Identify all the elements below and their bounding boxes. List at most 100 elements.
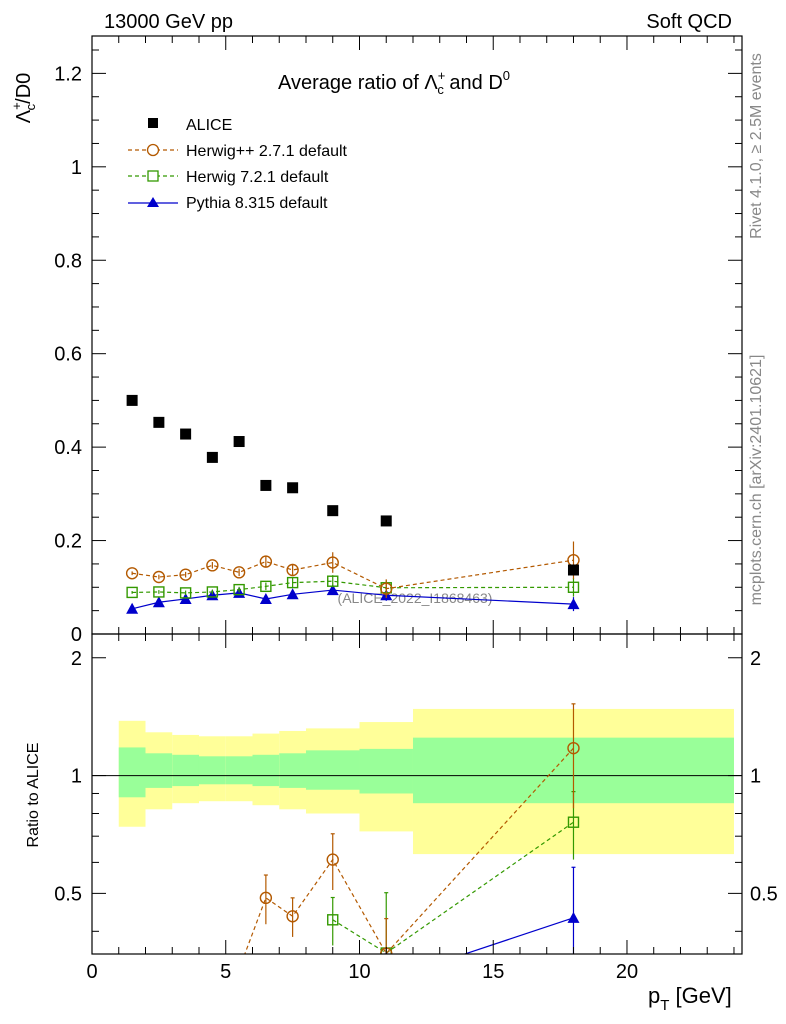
legend-alice-marker bbox=[148, 118, 158, 128]
ratio-series-group bbox=[234, 703, 580, 985]
lower-y-tick-label: 1 bbox=[71, 766, 82, 788]
inner-uncertainty-band bbox=[145, 753, 173, 788]
alice-data-point bbox=[567, 564, 579, 576]
pythia-data-point bbox=[152, 596, 165, 608]
pythia-data-point bbox=[126, 602, 139, 614]
upper-y-tick-label: 0 bbox=[71, 624, 82, 646]
x-tick-label: 0 bbox=[86, 961, 97, 983]
legend-entry-alice: ALICE bbox=[148, 117, 232, 134]
alice-data-point bbox=[206, 451, 218, 463]
inner-uncertainty-band bbox=[198, 756, 226, 785]
alice-data-point bbox=[287, 482, 299, 494]
herwig7-data-point bbox=[206, 586, 219, 598]
legend-herwigpp-label: Herwig++ 2.7.1 default bbox=[186, 143, 348, 160]
upper-y-tick-label: 0.6 bbox=[54, 344, 82, 366]
upper-y-tick-label: 0.2 bbox=[54, 531, 82, 553]
herwig7-data-point bbox=[260, 580, 272, 593]
herwig7-series-line bbox=[132, 580, 574, 594]
upper-y-tick-label: 0.8 bbox=[54, 250, 82, 272]
herwigpp-data-point bbox=[259, 555, 273, 568]
legend-herwigpp-marker bbox=[146, 143, 160, 157]
x-tick-label: 15 bbox=[482, 961, 504, 983]
herwigpp-ratio-point bbox=[259, 891, 273, 905]
inner-uncertainty-band bbox=[359, 748, 413, 794]
upper-y-tick-label: 0.4 bbox=[54, 437, 82, 459]
herwig7-data-point bbox=[567, 581, 580, 593]
herwigpp-data-point bbox=[232, 566, 246, 579]
alice-data-point bbox=[260, 479, 272, 491]
herwigpp-data-point bbox=[326, 556, 339, 569]
ratio-panel: 0.5 0.5 1 1 2 2 0 5 10 15 20 Ratio to ALICE pT [G… bbox=[25, 633, 778, 1014]
herwigpp-ratio-point bbox=[326, 853, 339, 866]
herwig7-ratio-point bbox=[567, 816, 580, 828]
process-label: Soft QCD bbox=[646, 11, 732, 33]
legend-alice-label: ALICE bbox=[186, 117, 232, 134]
uncertainty-bands bbox=[118, 708, 734, 855]
inner-uncertainty-band bbox=[279, 753, 306, 788]
pythia-ratio-point bbox=[380, 974, 392, 985]
x-tick-label: 10 bbox=[348, 961, 370, 983]
lower-frame bbox=[91, 633, 743, 955]
legend-entry-herwigpp: Herwig++ 2.7.1 default bbox=[128, 143, 348, 160]
inner-uncertainty-band bbox=[252, 754, 280, 787]
pythia-ratio-line bbox=[462, 917, 574, 954]
legend-herwig7-marker bbox=[147, 170, 159, 182]
lower-y-tick-label-right: 0.5 bbox=[750, 883, 778, 905]
upper-y-tick-labels: 0 0.2 0.4 0.6 0.8 1 1.2 bbox=[54, 63, 82, 646]
pythia-data-point bbox=[259, 592, 272, 604]
herwig7-data-point bbox=[179, 587, 192, 599]
herwigpp-ratio-line bbox=[244, 747, 574, 954]
upper-y-axis-label: Λ+c/D0 bbox=[9, 73, 38, 124]
lower-y-tick-label: 0.5 bbox=[54, 883, 82, 905]
lower-y-tick-label: 2 bbox=[71, 648, 82, 670]
alice-data-point bbox=[153, 416, 165, 428]
herwig7-data-point bbox=[327, 575, 339, 587]
x-tick-labels: 0 5 10 15 20 bbox=[86, 961, 638, 983]
lower-y-tick-labels: 0.5 0.5 1 1 2 2 bbox=[54, 648, 778, 906]
legend-pythia-label: Pythia 8.315 default bbox=[186, 195, 328, 212]
herwig7-data-point bbox=[286, 576, 299, 589]
herwigpp-data-point bbox=[286, 563, 299, 577]
herwig7-ratio-point bbox=[327, 914, 339, 926]
inner-uncertainty-band bbox=[118, 747, 146, 798]
pythia-data-point bbox=[326, 584, 339, 596]
lower-axis-ticks bbox=[91, 634, 742, 954]
mcplots-reference-label: mcplots.cern.ch [arXiv:2401.10621] bbox=[748, 355, 765, 606]
herwigpp-data-point bbox=[125, 567, 139, 580]
alice-data-point bbox=[126, 394, 138, 406]
collision-label: 13000 GeV pp bbox=[104, 11, 233, 33]
herwigpp-data-point bbox=[206, 559, 219, 572]
herwig7-data-point bbox=[233, 583, 245, 596]
alice-data-point bbox=[327, 505, 339, 517]
upper-y-tick-label: 1 bbox=[71, 157, 82, 179]
legend-entry-pythia: Pythia 8.315 default bbox=[128, 195, 328, 212]
alice-data-point bbox=[180, 428, 192, 440]
legend: ALICE Herwig++ 2.7.1 default Herwig 7.2.… bbox=[128, 117, 348, 212]
herwigpp-ratio-point bbox=[567, 741, 580, 755]
lower-y-tick-label-right: 1 bbox=[750, 766, 761, 788]
inner-uncertainty-band bbox=[172, 754, 199, 787]
herwigpp-data-point bbox=[380, 582, 393, 595]
legend-pythia-marker bbox=[147, 197, 159, 207]
x-axis-label: pT [GeV] bbox=[648, 983, 732, 1014]
inner-uncertainty-band bbox=[225, 756, 253, 785]
main-panel: 00.20.40.60.811.2 (ALICE_2022_I1868463) … bbox=[9, 35, 743, 646]
herwigpp-ratio-point bbox=[234, 964, 245, 975]
herwig7-data-point bbox=[153, 586, 165, 598]
x-tick-label: 5 bbox=[220, 961, 231, 983]
legend-herwig7-label: Herwig 7.2.1 default bbox=[186, 169, 329, 186]
rivet-version-label: Rivet 4.1.0, ≥ 2.5M events bbox=[748, 53, 765, 239]
pythia-data-point bbox=[567, 598, 580, 610]
chart-title: Average ratio of Λ+ c and D0 bbox=[278, 68, 510, 97]
pythia-series-line bbox=[131, 589, 574, 610]
alice-data-point bbox=[380, 515, 392, 527]
pythia-data-point bbox=[286, 588, 299, 600]
inner-uncertainty-band bbox=[305, 750, 360, 790]
herwigpp-data-point bbox=[152, 570, 166, 584]
herwig7-data-point bbox=[126, 586, 138, 599]
ratio-y-axis-label: Ratio to ALICE bbox=[25, 743, 42, 848]
herwigpp-data-point bbox=[179, 568, 192, 581]
legend-entry-herwig7: Herwig 7.2.1 default bbox=[128, 169, 329, 186]
pythia-ratio-point bbox=[567, 911, 580, 923]
